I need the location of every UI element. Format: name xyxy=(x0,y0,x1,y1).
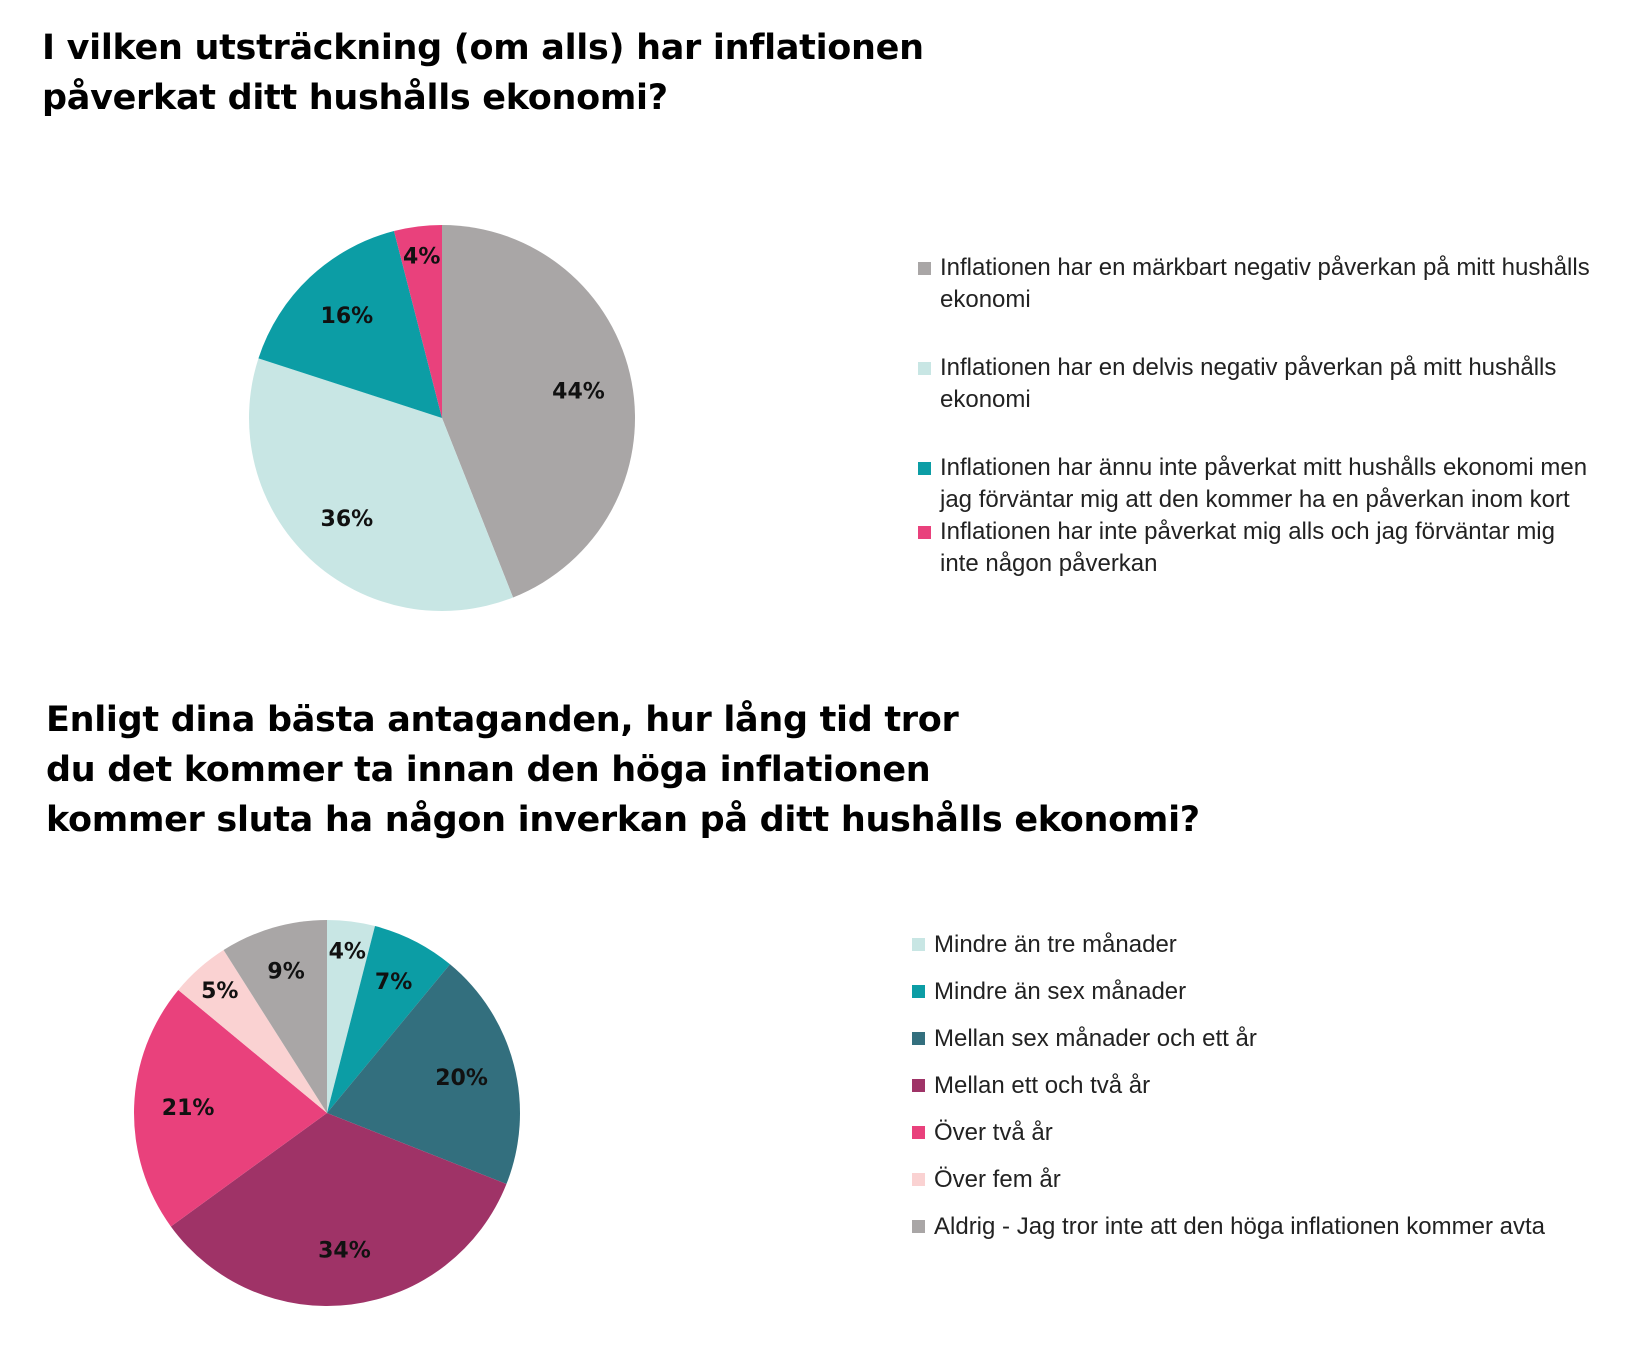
chart-title-line: I vilken utsträckning (om alls) har infl… xyxy=(42,28,924,68)
legend-item: Inflationen har en märkbart negativ påve… xyxy=(918,252,1598,316)
legend-label: Mellan ett och två år xyxy=(934,1072,1151,1099)
pie-slice xyxy=(327,926,451,1113)
legend-label: Inflationen har en märkbart negativ påve… xyxy=(940,254,1590,313)
chart-title-line: kommer sluta ha någon inverkan på ditt h… xyxy=(46,800,1200,840)
legend-item: Mellan sex månader och ett år xyxy=(912,1015,1632,1062)
legend-item: Mindre än sex månader xyxy=(912,968,1632,1015)
pie-slice xyxy=(134,989,327,1227)
legend-item: Inflationen har en delvis negativ påverk… xyxy=(918,352,1598,416)
pie-slice-label: 21% xyxy=(162,1096,215,1121)
legend-item: Inflationen har ännu inte påverkat mitt … xyxy=(918,452,1598,516)
pie-slice xyxy=(327,920,375,1113)
legend-swatch xyxy=(918,526,931,539)
pie-slice-label: 4% xyxy=(329,940,366,965)
legend-label: Inflationen har en delvis negativ påverk… xyxy=(940,354,1557,413)
legend-label: Mindre än tre månader xyxy=(934,931,1177,958)
pie-slice-label: 20% xyxy=(435,1066,488,1091)
legend-item: Över två år xyxy=(912,1109,1632,1156)
legend-label: Över fem år xyxy=(934,1166,1061,1193)
pie-slice xyxy=(327,964,521,1185)
pie-slice xyxy=(249,358,514,612)
chart-section-inflation-duration: Enligt dina bästa antaganden, hur lång t… xyxy=(0,650,1650,1362)
legend-item: Inflationen har inte påverkat mig alls o… xyxy=(918,516,1598,580)
pie-slice-label: 34% xyxy=(318,1238,371,1263)
pie-slice xyxy=(394,225,442,418)
legend-label: Över två år xyxy=(934,1119,1053,1146)
chart-legend: Mindre än tre månader Mindre än sex måna… xyxy=(912,921,1632,1250)
chart-title-line: du det kommer ta innan den höga inflatio… xyxy=(46,750,931,790)
chart-title: Enligt dina bästa antaganden, hur lång t… xyxy=(46,695,1296,845)
legend-label: Inflationen har ännu inte påverkat mitt … xyxy=(940,454,1588,513)
legend-swatch xyxy=(918,462,931,475)
legend-label: Mindre än sex månader xyxy=(934,978,1187,1005)
pie-chart-inflation-impact: 44% 36% 16% 4% xyxy=(249,225,636,612)
pie-slice-label: 36% xyxy=(321,507,374,532)
pie-slice xyxy=(223,920,327,1113)
chart-title-line: påverkat ditt hushålls ekonomi? xyxy=(42,78,668,118)
legend-swatch xyxy=(912,1220,925,1233)
pie-slice-label: 44% xyxy=(552,379,605,404)
pie-slice xyxy=(442,225,636,598)
chart-section-inflation-impact: I vilken utsträckning (om alls) har infl… xyxy=(0,0,1650,650)
legend-swatch xyxy=(912,1079,925,1092)
legend-item: Aldrig - Jag tror inte att den höga infl… xyxy=(912,1203,1632,1250)
chart-legend: Inflationen har en märkbart negativ påve… xyxy=(918,252,1598,580)
legend-label: Aldrig - Jag tror inte att den höga infl… xyxy=(934,1213,1545,1240)
legend-swatch xyxy=(912,938,925,951)
pie-slice xyxy=(258,231,442,418)
legend-label: Inflationen har inte påverkat mig alls o… xyxy=(940,518,1555,577)
pie-slice-label: 5% xyxy=(201,979,238,1004)
chart-title: I vilken utsträckning (om alls) har infl… xyxy=(42,23,942,123)
pie-slice xyxy=(178,950,327,1113)
pie-chart-inflation-duration: 4% 7% 20% 34% 21% 5% 9% xyxy=(134,920,521,1307)
pie-slice xyxy=(170,1113,507,1307)
legend-swatch xyxy=(912,1126,925,1139)
legend-item: Mindre än tre månader xyxy=(912,921,1632,968)
pie-slice-label: 4% xyxy=(403,245,440,270)
chart-title-line: Enligt dina bästa antaganden, hur lång t… xyxy=(46,700,959,740)
legend-item: Mellan ett och två år xyxy=(912,1062,1632,1109)
pie-slice-label: 16% xyxy=(321,304,374,329)
pie-slice-label: 9% xyxy=(267,960,304,985)
legend-swatch xyxy=(912,985,925,998)
legend-swatch xyxy=(912,1173,925,1186)
pie-slice-label: 7% xyxy=(375,970,412,995)
legend-swatch xyxy=(918,362,931,375)
legend-swatch xyxy=(918,262,931,275)
legend-item: Över fem år xyxy=(912,1156,1632,1203)
legend-label: Mellan sex månader och ett år xyxy=(934,1025,1257,1052)
legend-swatch xyxy=(912,1032,925,1045)
